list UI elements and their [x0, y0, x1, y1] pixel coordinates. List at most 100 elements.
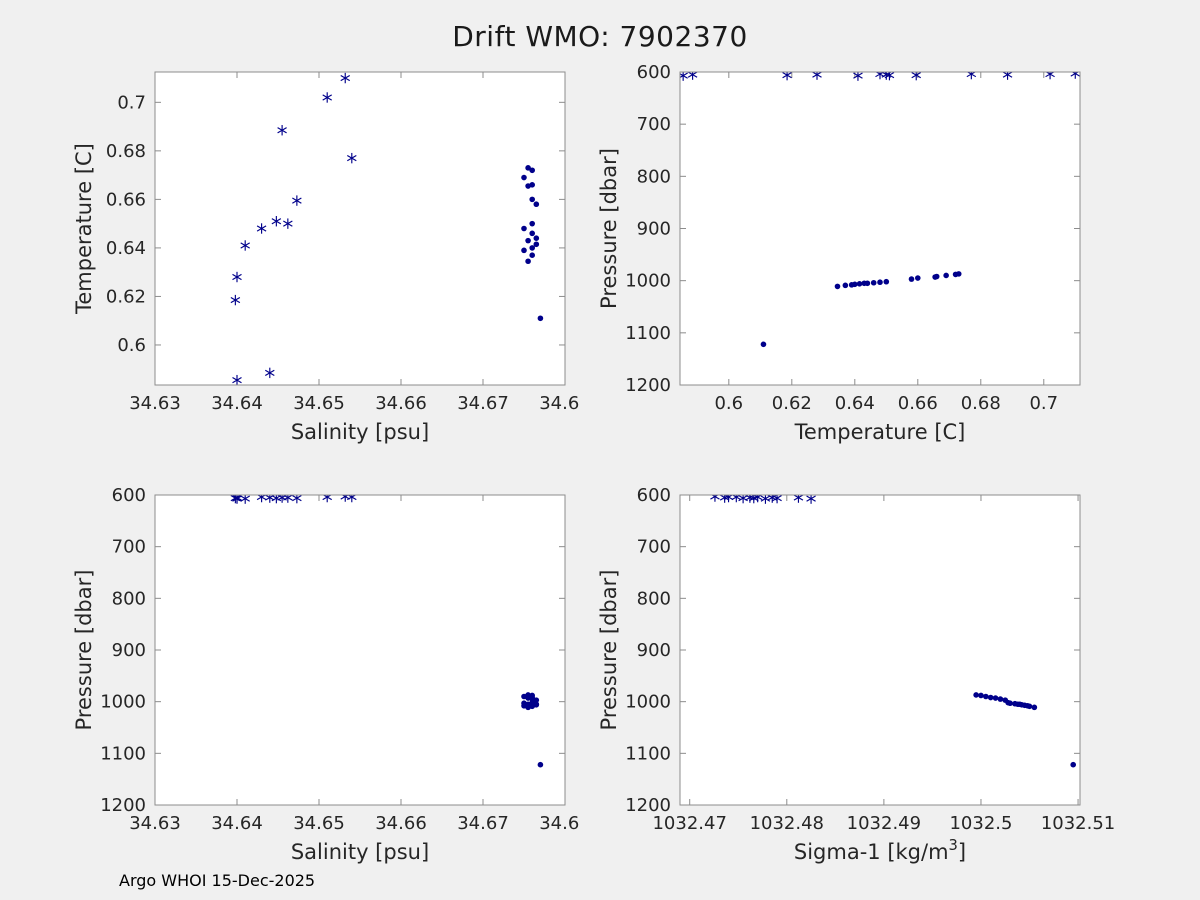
- asterisk-marker: [232, 495, 242, 503]
- point-marker: [529, 196, 535, 203]
- point-marker: [908, 276, 915, 282]
- y-tick-label: 800: [637, 588, 671, 609]
- subplot-pressure-vs-sigma1: 1032.47 1032.48 1032.49 1032.5 1032.51 600 700…: [597, 485, 1115, 864]
- x-tick-label: 0.68: [961, 393, 1001, 414]
- point-marker: [533, 241, 540, 248]
- point-marker: [1031, 704, 1038, 711]
- subplot-pressure-vs-salinity: 34.63 34.64 34.65 34.66 34.67 34.68 600 700 800 9…: [72, 485, 580, 864]
- y-tick-label: 1200: [625, 795, 671, 816]
- y-tick-label: 0.62: [106, 286, 146, 307]
- point-marker: [529, 245, 535, 251]
- point-marker: [983, 693, 989, 700]
- point-marker: [533, 697, 540, 703]
- data-points: [230, 495, 544, 768]
- point-marker: [861, 280, 868, 287]
- x-tick-label: 34.63: [129, 813, 181, 834]
- axes-box: [154, 71, 566, 386]
- y-tick-label: 700: [112, 537, 146, 558]
- point-marker: [529, 167, 535, 174]
- asterisk-marker: [881, 72, 892, 80]
- point-marker: [529, 220, 535, 227]
- point-marker: [525, 258, 531, 265]
- asterisk-marker: [687, 72, 698, 80]
- point-marker: [525, 165, 531, 171]
- figure-footer: Argo WHOI 15-Dec-2025: [119, 871, 316, 890]
- x-tick-label: 34.64: [211, 813, 263, 834]
- x-axis-label: Sigma-1 [kg/m3]: [794, 837, 966, 864]
- point-marker: [987, 694, 994, 701]
- series-profile-samples: [760, 271, 962, 348]
- data-points: [710, 495, 1077, 768]
- series-park-drift-samples: [230, 72, 357, 385]
- point-marker: [529, 252, 535, 258]
- plot-area: [680, 72, 1080, 385]
- data-points: [680, 72, 1080, 348]
- y-tick-label: 1000: [625, 271, 671, 292]
- point-marker: [1007, 700, 1013, 707]
- x-tick-label: 34.66: [375, 393, 427, 414]
- asterisk-marker: [812, 72, 822, 80]
- y-tick-label: 1100: [625, 743, 671, 764]
- point-marker: [973, 692, 979, 698]
- point-marker: [521, 174, 527, 181]
- y-tick-label: 600: [637, 62, 671, 83]
- y-tick-label: 900: [637, 640, 671, 661]
- point-marker: [1026, 703, 1033, 710]
- point-marker: [525, 237, 531, 244]
- y-tick-label: 0.66: [106, 189, 146, 210]
- x-axis-label: Temperature [C]: [794, 420, 966, 444]
- plot-area: [680, 495, 1080, 805]
- x-tick-label: 1032.49: [847, 813, 921, 834]
- asterisk-marker: [322, 92, 332, 103]
- y-tick-label: 1200: [625, 375, 671, 396]
- series-park-drift-samples: [680, 72, 1080, 81]
- asterisk-marker: [256, 223, 267, 234]
- y-tick-label: 600: [112, 485, 146, 506]
- x-tick-label: 34.68: [539, 813, 580, 834]
- asterisk-marker: [277, 495, 287, 503]
- point-marker: [877, 279, 883, 286]
- x-tick-label: 1032.47: [652, 813, 726, 834]
- x-axis-label: Salinity [psu]: [291, 840, 429, 864]
- x-tick-label: 34.63: [129, 393, 181, 414]
- point-marker: [856, 280, 863, 287]
- axes-box: [679, 71, 1081, 386]
- plot-area: [155, 495, 565, 805]
- y-tick-label: 600: [637, 485, 671, 506]
- point-marker: [883, 278, 890, 285]
- y-tick-label: 1100: [625, 323, 671, 344]
- series-profile-samples: [521, 692, 544, 768]
- y-axis-label: Temperature [C]: [72, 143, 96, 315]
- asterisk-marker: [1002, 72, 1013, 80]
- asterisk-marker: [911, 72, 922, 81]
- x-tick-label: 0.64: [835, 393, 875, 414]
- y-tick-label: 0.7: [117, 92, 146, 113]
- point-marker: [760, 341, 767, 348]
- y-tick-label: 900: [637, 219, 671, 240]
- x-tick-label: 34.67: [457, 393, 509, 414]
- x-tick-label: 0.7: [1029, 393, 1058, 414]
- asterisk-marker: [232, 374, 242, 385]
- x-tick-label: 1032.5: [949, 813, 1012, 834]
- y-axis-label: Pressure [dbar]: [72, 570, 96, 731]
- asterisk-marker: [1070, 72, 1080, 79]
- point-marker: [978, 692, 984, 699]
- asterisk-marker: [292, 195, 302, 206]
- asterisk-marker: [240, 240, 250, 251]
- asterisk-marker: [277, 125, 287, 136]
- y-tick-label: 1000: [625, 692, 671, 713]
- x-tick-label: 0.62: [772, 393, 812, 414]
- point-marker: [834, 283, 841, 290]
- asterisk-marker: [719, 495, 730, 503]
- point-marker: [521, 225, 527, 232]
- point-marker: [525, 183, 531, 189]
- y-axis-label: Pressure [dbar]: [597, 148, 621, 309]
- subplot-temperature-vs-salinity: 34.63 34.64 34.65 34.66 34.67 34.68 0.6 0.62 0.6…: [72, 71, 580, 444]
- asterisk-marker: [793, 495, 804, 503]
- y-tick-label: 0.6: [117, 335, 146, 356]
- axes-box: [679, 494, 1081, 806]
- series-park-drift-samples: [710, 495, 816, 504]
- y-tick-label: 0.64: [106, 238, 146, 259]
- point-marker: [870, 279, 877, 286]
- x-axis-label: Salinity [psu]: [291, 420, 429, 444]
